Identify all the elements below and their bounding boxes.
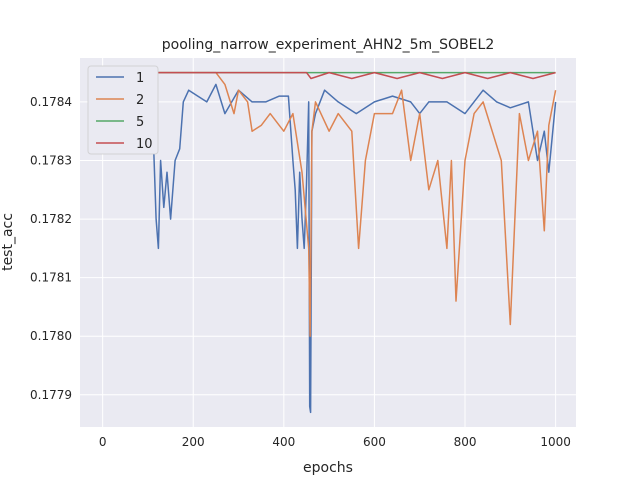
plot-background <box>80 58 576 427</box>
series-line-10 <box>102 71 556 80</box>
y-axis-ticks: 0.1779 0.1780 0.1781 0.1782 0.1783 0.1784 <box>30 95 72 402</box>
y-tick-label: 0.1784 <box>30 95 72 109</box>
x-tick-label: 600 <box>363 435 386 449</box>
grid <box>80 58 576 427</box>
x-tick-label: 400 <box>272 435 295 449</box>
y-tick-label: 0.1779 <box>30 388 72 402</box>
legend-label-1: 1 <box>136 71 144 86</box>
x-axis-label: epochs <box>303 460 353 476</box>
x-tick-label: 800 <box>454 435 477 449</box>
y-tick-label: 0.1783 <box>30 154 72 168</box>
legend-label-5: 5 <box>136 115 144 130</box>
series-line-2 <box>102 71 557 337</box>
x-axis-ticks: 0 200 400 600 800 1000 <box>99 435 571 449</box>
legend: 1 2 5 10 <box>87 65 159 155</box>
y-tick-label: 0.1781 <box>30 271 72 285</box>
series-line-1 <box>102 71 557 414</box>
chart-title: pooling_narrow_experiment_AHN2_5m_SOBEL2 <box>162 37 495 53</box>
legend-label-2: 2 <box>136 93 144 108</box>
series-lines <box>102 71 557 414</box>
y-tick-label: 0.1782 <box>30 212 72 226</box>
x-tick-label: 0 <box>99 435 107 449</box>
legend-label-10: 10 <box>136 137 153 152</box>
legend-box <box>87 65 159 155</box>
x-tick-label: 200 <box>182 435 205 449</box>
y-axis-label: test_acc <box>0 213 16 271</box>
y-tick-label: 0.1780 <box>30 329 72 343</box>
x-tick-label: 1000 <box>540 435 571 449</box>
